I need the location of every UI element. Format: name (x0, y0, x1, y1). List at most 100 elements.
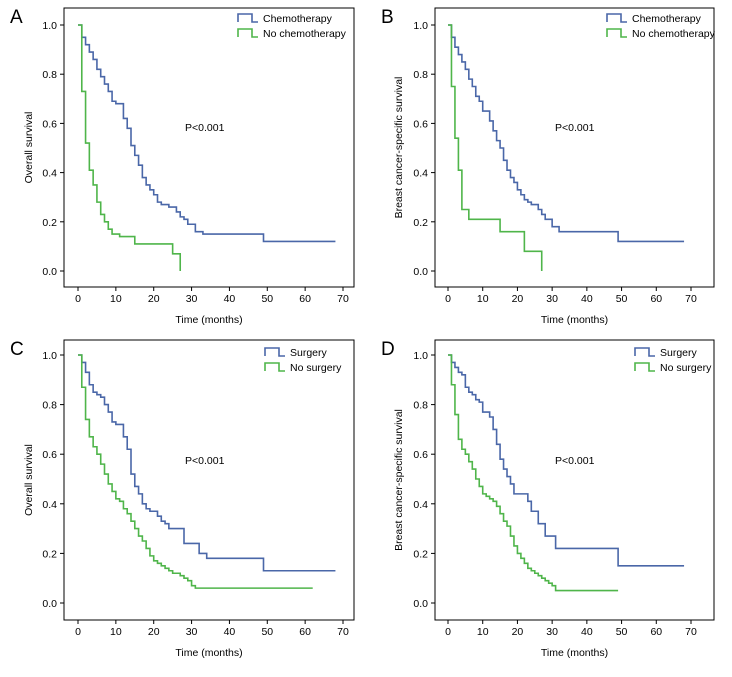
panel-label: D (381, 339, 395, 360)
y-tick-label: 0.8 (42, 69, 57, 81)
x-tick-label: 10 (477, 626, 489, 638)
x-tick-label: 70 (685, 293, 697, 305)
x-axis-label: Time (months) (175, 647, 242, 659)
x-axis-label: Time (months) (541, 647, 608, 659)
x-tick-label: 60 (650, 293, 662, 305)
legend-label: Surgery (660, 347, 698, 359)
y-axis-label: Breast cancer-specific survival (393, 409, 405, 551)
legend-symbol (237, 28, 258, 38)
x-axis-label: Time (months) (541, 314, 608, 326)
x-tick-label: 50 (616, 293, 628, 305)
x-tick-label: 0 (75, 293, 81, 305)
plot-frame (434, 339, 715, 621)
y-tick-label: 0.8 (413, 400, 428, 412)
x-tick-label: 20 (512, 293, 524, 305)
legend-label: Chemotherapy (632, 13, 702, 25)
plot-frame (63, 7, 355, 288)
y-tick-label: 0.6 (413, 118, 428, 130)
x-axis-label: Time (months) (175, 314, 242, 326)
x-tick-label: 20 (148, 293, 160, 305)
panel-d: D 0 10 20 30 40 50 60 70 0.0 0.2 0.4 0.6 0.8 1.0 Time (… (381, 339, 715, 659)
panel-label: C (10, 339, 24, 360)
y-tick-label: 0.6 (413, 449, 428, 461)
legend-symbol (606, 28, 627, 38)
y-tick-label: 0.0 (42, 598, 57, 610)
plot-frame (63, 339, 355, 621)
x-tick-label: 0 (445, 293, 451, 305)
plot-frame (434, 7, 715, 288)
x-tick-label: 60 (299, 293, 311, 305)
survival-curve-surgery (78, 354, 336, 572)
y-axis-label: Breast cancer-specific survival (393, 77, 405, 219)
legend-symbol (264, 362, 285, 372)
y-tick-label: 0.6 (42, 449, 57, 461)
survival-curve-no-chemotherapy (78, 24, 182, 271)
x-tick-label: 20 (148, 626, 160, 638)
x-tick-label: 60 (650, 626, 662, 638)
y-tick-label: 0.4 (413, 499, 428, 511)
y-tick-label: 0.2 (42, 217, 57, 229)
panel-label: A (10, 7, 23, 28)
x-tick-label: 40 (224, 293, 236, 305)
legend-label: No surgery (290, 362, 342, 374)
survival-curve-no-surgery (78, 354, 313, 589)
x-tick-label: 50 (261, 626, 273, 638)
x-tick-label: 10 (477, 293, 489, 305)
x-tick-label: 40 (224, 626, 236, 638)
y-tick-label: 0.2 (413, 217, 428, 229)
y-tick-label: 0.4 (42, 168, 57, 180)
y-axis-label: Overall survival (23, 444, 35, 516)
panel-b: B 0 10 20 30 40 50 60 70 0.0 0.2 0.4 0.6 0.8 1.0 Time (… (381, 7, 716, 326)
y-tick-label: 1.0 (413, 20, 428, 32)
x-tick-label: 0 (75, 626, 81, 638)
y-tick-label: 1.0 (42, 350, 57, 362)
survival-curve-surgery (448, 354, 685, 567)
p-value-annotation: P<0.001 (185, 122, 225, 134)
survival-curve-no-chemotherapy (448, 24, 543, 271)
p-value-annotation: P<0.001 (555, 455, 595, 467)
y-tick-label: 0.0 (42, 266, 57, 278)
panel-a: A 0 10 20 30 40 50 60 70 0.0 0.2 0.4 0.6 0.8 1.0 Time (… (10, 7, 355, 326)
x-tick-label: 40 (581, 293, 593, 305)
panel-label: B (381, 7, 394, 28)
survival-curve-chemotherapy (448, 24, 685, 243)
y-tick-label: 0.4 (413, 168, 428, 180)
y-tick-label: 0.0 (413, 266, 428, 278)
y-tick-label: 0.6 (42, 118, 57, 130)
x-tick-label: 30 (186, 626, 198, 638)
legend-symbol (634, 347, 655, 357)
legend-label: Surgery (290, 347, 328, 359)
legend-label: No chemotherapy (263, 28, 347, 40)
x-tick-label: 70 (337, 626, 349, 638)
legend-symbol (237, 13, 258, 23)
y-tick-label: 1.0 (413, 350, 428, 362)
x-tick-label: 20 (512, 626, 524, 638)
x-tick-label: 40 (581, 626, 593, 638)
y-tick-label: 0.8 (42, 400, 57, 412)
x-tick-label: 70 (337, 293, 349, 305)
legend-symbol (606, 13, 627, 23)
x-tick-label: 30 (546, 293, 558, 305)
y-tick-label: 0.2 (42, 548, 57, 560)
panel-c: C 0 10 20 30 40 50 60 70 0.0 0.2 0.4 0.6 0.8 1.0 Time (… (10, 339, 355, 659)
y-tick-label: 0.2 (413, 548, 428, 560)
survival-curve-no-surgery (448, 354, 619, 592)
x-tick-label: 70 (685, 626, 697, 638)
legend-label: No surgery (660, 362, 712, 374)
survival-curve-chemotherapy (78, 24, 336, 243)
legend-symbol (634, 362, 655, 372)
legend-label: No chemotherapy (632, 28, 716, 40)
x-tick-label: 10 (110, 626, 122, 638)
x-tick-label: 60 (299, 626, 311, 638)
y-tick-label: 0.8 (413, 69, 428, 81)
legend-symbol (264, 347, 285, 357)
y-tick-label: 1.0 (42, 20, 57, 32)
x-tick-label: 50 (616, 626, 628, 638)
p-value-annotation: P<0.001 (185, 455, 225, 467)
y-tick-label: 0.4 (42, 499, 57, 511)
y-tick-label: 0.0 (413, 598, 428, 610)
x-tick-label: 0 (445, 626, 451, 638)
x-tick-label: 30 (546, 626, 558, 638)
